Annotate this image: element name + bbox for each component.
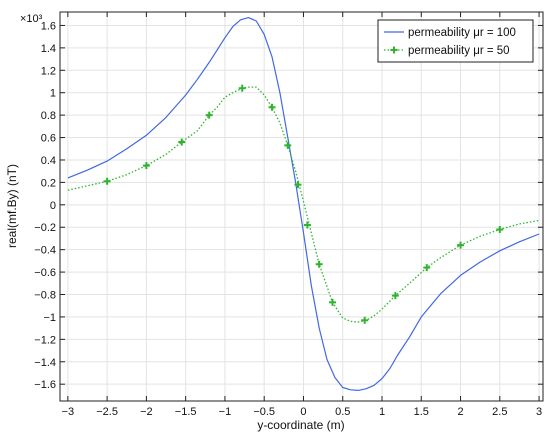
data-point-marker: [457, 241, 465, 249]
y-tick-label: −1.6: [34, 379, 56, 391]
axis-ticks: −3 −2.5 −2 −1.5 −1 −0.5 0 0.5 1 1.5 2 2.5 3 −1.6 −1.4 −…: [34, 12, 543, 418]
y-tick-label: −1.4: [34, 357, 56, 369]
x-tick-label: −1: [219, 406, 232, 418]
data-point-marker: [496, 225, 504, 233]
data-point-marker: [361, 316, 369, 324]
x-tick-label: 1: [379, 406, 385, 418]
y-tick-label: 1.6: [41, 20, 56, 32]
data-point-marker: [294, 181, 302, 189]
data-point-marker: [178, 138, 186, 146]
x-tick-label: 3: [536, 406, 542, 418]
x-tick-label: −3: [62, 406, 75, 418]
y-axis-multiplier: ×10³: [20, 13, 43, 25]
y-tick-label: 1.2: [41, 65, 56, 77]
series-layer: [67, 17, 540, 391]
x-tick-label: −0.5: [253, 406, 275, 418]
data-point-marker: [315, 260, 323, 268]
data-point-marker: [238, 84, 246, 92]
grid: [60, 12, 543, 401]
series-line-1: [67, 17, 540, 391]
data-point-marker: [391, 292, 399, 300]
plot-frame: [59, 11, 544, 402]
data-point-marker: [329, 298, 337, 306]
y-tick-label: 0.2: [41, 177, 56, 189]
data-point-marker: [205, 111, 213, 119]
y-axis-label: real(mf.By) (nT): [5, 164, 19, 248]
y-tick-label: −0.2: [34, 222, 56, 234]
legend-marker-series-2: [390, 46, 398, 54]
x-axis-label: y-coordinate (m): [257, 418, 344, 432]
y-tick-label: 0.6: [41, 133, 56, 145]
data-point-marker: [268, 103, 276, 111]
x-tick-label: 2: [457, 406, 463, 418]
x-tick-label: 2.5: [492, 406, 507, 418]
x-tick-label: 0.5: [335, 406, 350, 418]
y-tick-label: 0: [50, 200, 56, 212]
data-point-marker: [284, 141, 292, 149]
y-tick-label: −1: [43, 312, 56, 324]
series-line-2: [67, 86, 540, 323]
y-tick-label: 1: [50, 88, 56, 100]
legend: permeability μr = 100 permeability μr = …: [377, 19, 534, 63]
y-tick-label: −0.8: [34, 290, 56, 302]
y-tick-label: 0.8: [41, 110, 56, 122]
x-tick-label: 1.5: [414, 406, 429, 418]
x-tick-label: −2.5: [96, 406, 118, 418]
legend-label-series-1: permeability μr = 100: [408, 27, 516, 39]
data-point-marker: [142, 162, 150, 170]
legend-label-series-2: permeability μr = 50: [408, 45, 510, 57]
y-tick-label: −0.6: [34, 267, 56, 279]
data-point-marker: [423, 264, 431, 272]
x-tick-label: 0: [300, 406, 306, 418]
y-tick-label: −0.4: [34, 245, 56, 257]
y-tick-label: 0.4: [41, 155, 56, 167]
legend-box: [377, 19, 534, 63]
y-tick-label: −1.2: [34, 334, 56, 346]
y-tick-label: 1.4: [41, 43, 56, 55]
data-point-marker: [303, 221, 311, 229]
x-tick-label: −2: [140, 406, 153, 418]
data-point-marker: [103, 177, 111, 185]
x-tick-label: −1.5: [175, 406, 197, 418]
